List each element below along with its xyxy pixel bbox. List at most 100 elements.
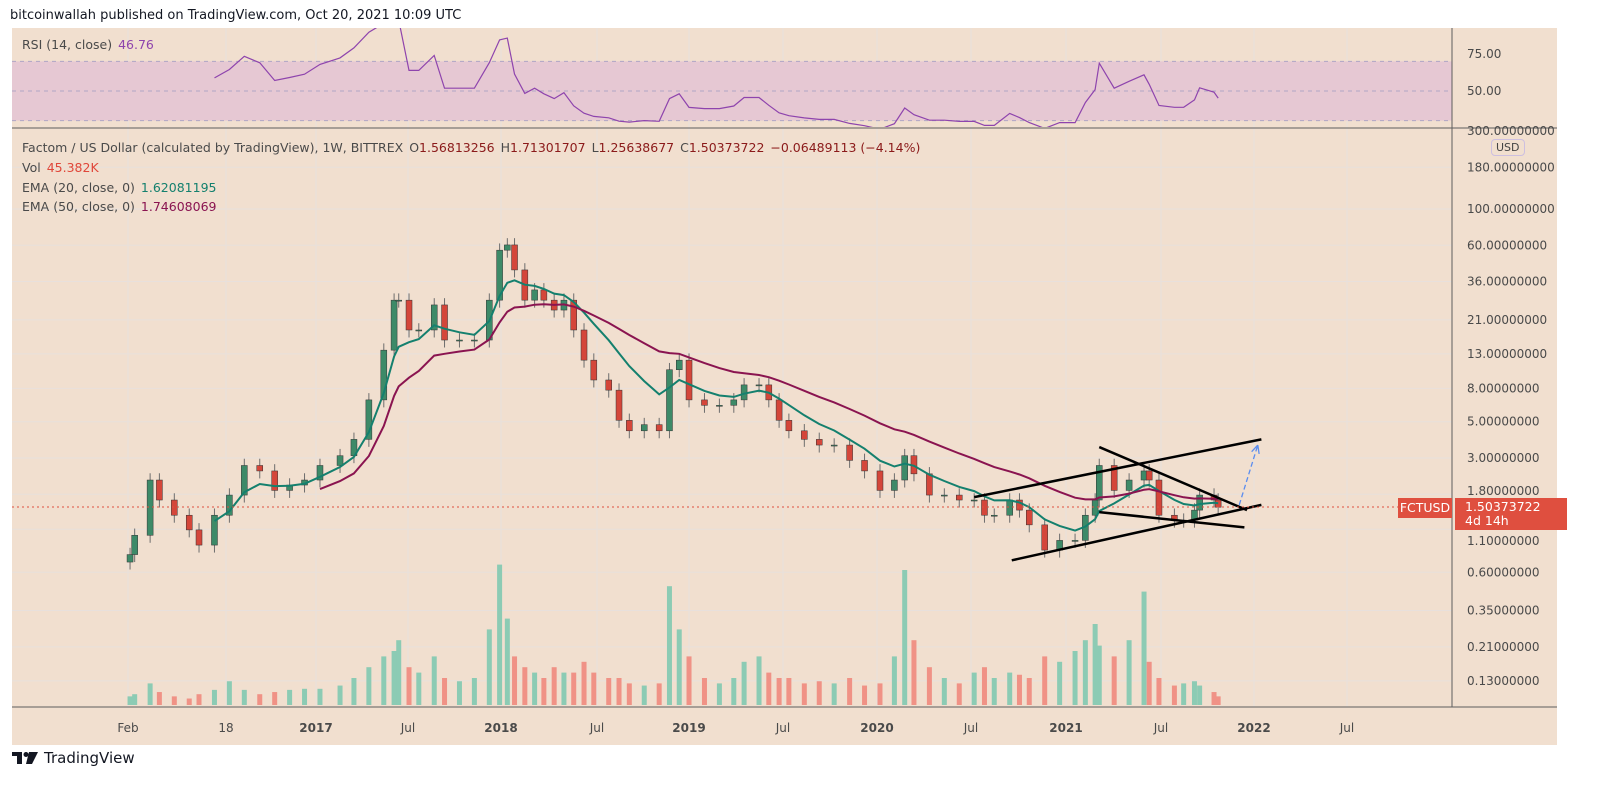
- volume-bar: [716, 683, 722, 705]
- candle-up: [241, 465, 248, 496]
- price-tick-label: 1.10000000: [1467, 534, 1540, 548]
- price-tick-label: 0.35000000: [1467, 604, 1540, 618]
- volume-bar: [317, 688, 323, 705]
- rsi-label: RSI (14, close): [22, 37, 113, 52]
- ema20-line: [213, 279, 1219, 532]
- trendline-drawings[interactable]: [973, 438, 1262, 562]
- ema20-value: 1.62081195: [140, 180, 217, 195]
- candle-up: [504, 244, 511, 251]
- volume-bar: [801, 683, 807, 705]
- volume-bar: [561, 672, 567, 705]
- volume-bar: [127, 696, 133, 705]
- volume-bar: [731, 678, 737, 705]
- trendline: [1011, 503, 1262, 562]
- volume-bar: [1072, 651, 1078, 705]
- candle-down: [1145, 470, 1153, 481]
- ema50-label: EMA (50, close, 0): [22, 199, 135, 214]
- volume-bar: [1111, 656, 1117, 705]
- candle-down: [580, 329, 588, 361]
- candle-up: [395, 299, 402, 302]
- candle-down: [615, 389, 623, 421]
- time-tick-label: 2022: [1237, 721, 1270, 735]
- candle-up: [126, 554, 134, 563]
- volume-bar: [971, 672, 977, 705]
- candle-up: [891, 479, 898, 491]
- price-tick-label: 1.80000000: [1467, 484, 1540, 498]
- candle-down: [1016, 499, 1023, 511]
- high-label: H: [500, 140, 511, 155]
- price-tick-label: 0.60000000: [1467, 565, 1540, 579]
- volume-bar: [991, 678, 997, 705]
- price-tick-label: 3.00000000: [1467, 451, 1540, 465]
- time-tick-label: Jul: [400, 721, 415, 735]
- volume-bar: [862, 685, 868, 705]
- candle-down: [626, 420, 633, 432]
- candle-down: [570, 299, 577, 331]
- time-tick-label: 18: [218, 721, 233, 735]
- candle-down: [861, 460, 868, 472]
- time-axis[interactable]: Feb 18 2017 Jul 2018 Jul 2019 Jul 2020 Jul 2021 Jul…: [117, 721, 1354, 735]
- volume-bar: [132, 694, 138, 705]
- trendline: [973, 438, 1262, 499]
- time-tick-label: Jul: [589, 721, 604, 735]
- price-badge: 1.50373722 4d 14h: [1455, 498, 1567, 530]
- candle-up: [1006, 499, 1013, 516]
- volume-bar: [1211, 692, 1217, 705]
- volume-bar: [406, 667, 412, 705]
- candle-up: [1096, 465, 1103, 501]
- price-tick-label: 21.00000000: [1467, 313, 1547, 327]
- candle-down: [956, 494, 963, 501]
- price-tick-label: 36.00000000: [1467, 275, 1547, 289]
- volume-bar: [1007, 672, 1013, 705]
- time-tick-label: 2020: [860, 721, 893, 735]
- volume-bar: [351, 678, 357, 705]
- candle-down: [1155, 479, 1163, 516]
- tradingview-logo[interactable]: TradingView: [12, 749, 135, 767]
- time-tick-label: 2021: [1049, 721, 1082, 735]
- volume-bar: [911, 640, 917, 705]
- candle-up: [531, 289, 538, 301]
- volume-bar: [676, 629, 682, 705]
- volume-bar: [337, 685, 343, 705]
- time-tick-label: 2018: [484, 721, 517, 735]
- projection-arrow: [1238, 444, 1259, 506]
- volume-bar: [756, 656, 762, 705]
- candle-up: [131, 535, 138, 555]
- currency-button[interactable]: USD: [1491, 139, 1525, 156]
- volume-bar: [626, 683, 632, 705]
- price-tick-label: 8.00000000: [1467, 381, 1540, 395]
- candle-up: [1196, 494, 1203, 511]
- candle-up: [991, 514, 998, 517]
- volume-bar: [1016, 674, 1022, 705]
- volume-bar: [381, 656, 387, 705]
- price-tick-label: 5.00000000: [1467, 415, 1540, 429]
- candle-up: [390, 299, 398, 351]
- candle-up: [640, 424, 648, 432]
- candle-down: [846, 444, 853, 461]
- price-tick-label: 180.00000000: [1467, 160, 1555, 174]
- candle-up: [496, 249, 503, 301]
- volume-bar: [1197, 685, 1203, 705]
- candle-down: [185, 514, 193, 531]
- volume-bar: [504, 618, 510, 705]
- volume-bar: [1042, 656, 1048, 705]
- candle-up: [211, 514, 218, 546]
- candle-down: [1110, 465, 1118, 491]
- price-axis[interactable]: 300.00000000 180.00000000 100.00000000 60.0…: [1467, 47, 1555, 688]
- candle-down: [981, 499, 988, 516]
- chart-background: [12, 28, 1557, 745]
- rsi-pane: [12, 28, 1452, 127]
- candle-down: [785, 420, 793, 432]
- volume-bar: [1191, 681, 1197, 705]
- arrow-head: [1251, 444, 1259, 453]
- candle-up: [415, 329, 423, 332]
- volume-bar: [1096, 645, 1102, 705]
- change-value: −0.06489113 (−4.14%): [770, 140, 921, 155]
- volume-bar: [1092, 624, 1098, 705]
- time-tick-label: Jul: [775, 721, 790, 735]
- candle-up: [316, 465, 324, 481]
- candle-down: [271, 470, 278, 491]
- volume-bar: [512, 656, 518, 705]
- volume-bar: [551, 667, 557, 705]
